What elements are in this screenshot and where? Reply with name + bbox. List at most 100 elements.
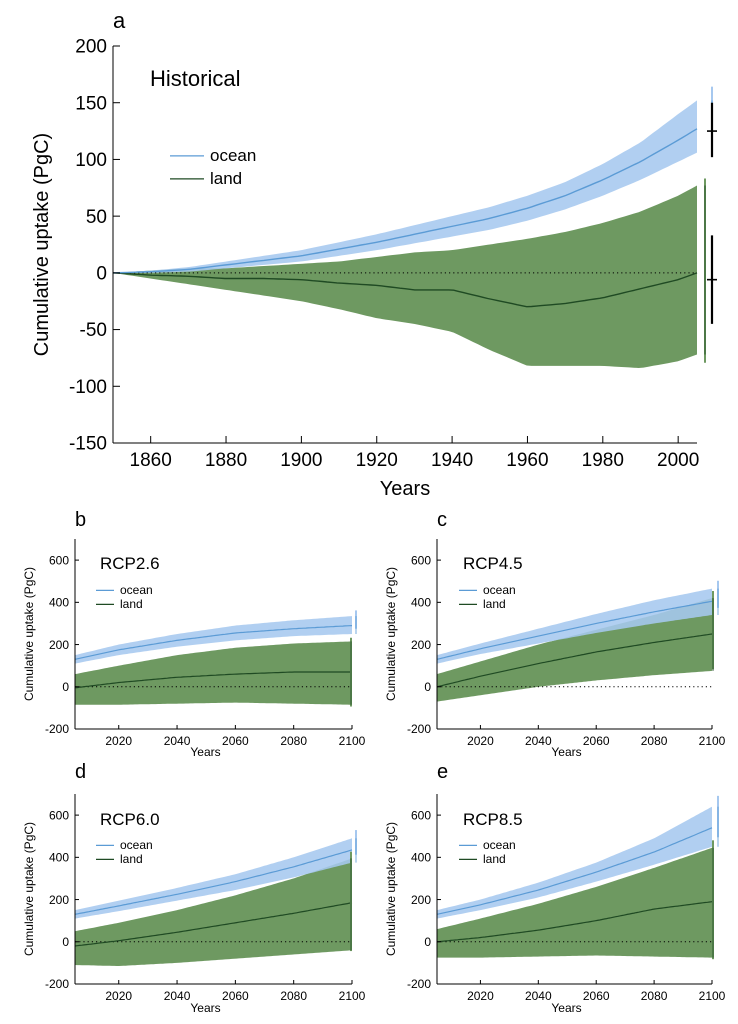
y-tick-label: 400 xyxy=(411,851,431,865)
x-tick-label: 1920 xyxy=(356,450,398,471)
y-tick-label: 600 xyxy=(411,553,431,567)
land-uncertainty-band xyxy=(437,847,712,958)
panel-letter: c xyxy=(437,509,447,531)
panel-letter: e xyxy=(437,761,448,783)
y-tick-label: -200 xyxy=(45,722,69,736)
y-axis-label: Cumulative uptake (PgC) xyxy=(384,822,398,956)
panel-b: -200 0 200 400 600 2020 2040 2060 2080 2100 Years C… xyxy=(22,509,366,759)
x-tick-label: 2040 xyxy=(164,989,191,1003)
x-tick-label: 2100 xyxy=(699,734,726,748)
land-uncertainty-band xyxy=(113,185,697,368)
legend-label-ocean: ocean xyxy=(120,583,153,597)
ocean-uncertainty-band xyxy=(75,616,352,664)
legend-label-land: land xyxy=(210,169,242,188)
x-axis-label: Years xyxy=(190,1001,220,1015)
legend-label-land: land xyxy=(120,852,143,866)
panel-title: RCP4.5 xyxy=(463,554,523,573)
y-tick-label: 0 xyxy=(62,935,69,949)
legend-label-ocean: ocean xyxy=(483,583,516,597)
x-tick-label: 2060 xyxy=(583,734,610,748)
panel-d: -200 0 200 400 600 2020 2040 2060 2080 2100 Years C… xyxy=(22,761,366,1015)
x-tick-label: 2040 xyxy=(525,989,552,1003)
land-uncertainty-band xyxy=(75,641,352,705)
x-tick-label: 1860 xyxy=(130,450,172,471)
legend-label-ocean: ocean xyxy=(120,838,153,852)
land-uncertainty-band xyxy=(75,858,352,966)
ocean-uncertainty-band xyxy=(75,838,352,919)
y-tick-label: 400 xyxy=(49,851,69,865)
x-tick-label: 2100 xyxy=(699,989,726,1003)
y-tick-label: -50 xyxy=(80,320,107,341)
x-tick-label: 2100 xyxy=(339,734,366,748)
x-tick-label: 2080 xyxy=(280,734,307,748)
x-axis-label: Years xyxy=(380,478,430,500)
x-tick-label: 2100 xyxy=(339,989,366,1003)
x-tick-label: 1900 xyxy=(280,450,322,471)
x-tick-label: 2060 xyxy=(222,989,249,1003)
legend-label-ocean: ocean xyxy=(210,146,256,165)
y-tick-label: 600 xyxy=(49,808,69,822)
y-tick-label: 200 xyxy=(411,638,431,652)
land-mean-line xyxy=(436,901,713,943)
y-tick-label: -200 xyxy=(407,977,431,991)
land-mean-line xyxy=(74,671,352,689)
x-axis-label: Years xyxy=(551,745,581,759)
panel-letter: b xyxy=(75,509,86,531)
y-tick-label: -200 xyxy=(45,977,69,991)
x-tick-label: 2060 xyxy=(583,989,610,1003)
panel-letter: a xyxy=(113,8,126,33)
x-tick-label: 2020 xyxy=(467,734,494,748)
x-tick-label: 1980 xyxy=(582,450,624,471)
panel-c: -200 0 200 400 600 2020 2040 2060 2080 2100 Years C… xyxy=(384,509,726,759)
y-tick-label: 200 xyxy=(411,893,431,907)
ocean-mean-line xyxy=(436,827,713,915)
y-axis-label: Cumulative uptake (PgC) xyxy=(22,822,36,956)
x-tick-label: 2040 xyxy=(525,734,552,748)
x-tick-label: 2080 xyxy=(280,989,307,1003)
panel-title: RCP8.5 xyxy=(463,810,523,829)
y-tick-label: 400 xyxy=(49,596,69,610)
x-axis-label: Years xyxy=(551,1001,581,1015)
x-tick-label: 2080 xyxy=(641,734,668,748)
y-tick-label: -100 xyxy=(69,377,107,398)
x-tick-label: 1940 xyxy=(431,450,473,471)
ocean-uncertainty-band xyxy=(113,100,697,273)
x-tick-label: 2020 xyxy=(105,989,132,1003)
land-mean-line xyxy=(112,272,698,308)
y-axis-label: Cumulative uptake (PgC) xyxy=(22,567,36,701)
y-tick-label: 100 xyxy=(75,150,107,171)
ocean-mean-line xyxy=(112,128,698,274)
ocean-mean-line xyxy=(74,625,353,660)
x-tick-label: 1960 xyxy=(506,450,548,471)
x-tick-label: 1880 xyxy=(205,450,247,471)
y-tick-label: 150 xyxy=(75,93,107,114)
panel-title: RCP6.0 xyxy=(100,810,160,829)
y-tick-label: 200 xyxy=(49,638,69,652)
y-tick-label: 200 xyxy=(49,893,69,907)
panel-title: Historical xyxy=(150,66,240,91)
y-tick-label: 0 xyxy=(96,264,107,285)
panel-letter: d xyxy=(75,761,86,783)
y-tick-label: -150 xyxy=(69,434,107,455)
y-axis-label: Cumulative uptake (PgC) xyxy=(31,133,53,356)
x-tick-label: 2020 xyxy=(467,989,494,1003)
panel-title: RCP2.6 xyxy=(100,554,160,573)
x-axis-label: Years xyxy=(190,745,220,759)
y-tick-label: -200 xyxy=(407,722,431,736)
ocean-uncertainty-band xyxy=(437,806,712,919)
y-tick-label: 0 xyxy=(424,935,431,949)
y-tick-label: 0 xyxy=(62,680,69,694)
legend-label-land: land xyxy=(120,597,143,611)
y-tick-label: 600 xyxy=(49,553,69,567)
legend-label-land: land xyxy=(483,597,506,611)
y-tick-label: 200 xyxy=(75,37,107,58)
x-tick-label: 2020 xyxy=(105,734,132,748)
y-tick-label: 50 xyxy=(86,207,107,228)
ocean-mean-line xyxy=(74,849,353,915)
x-tick-label: 2080 xyxy=(641,989,668,1003)
x-tick-label: 2060 xyxy=(222,734,249,748)
panel-e: -200 0 200 400 600 2020 2040 2060 2080 2100 Years C… xyxy=(384,761,726,1015)
y-tick-label: 0 xyxy=(424,680,431,694)
legend-label-ocean: ocean xyxy=(483,838,516,852)
